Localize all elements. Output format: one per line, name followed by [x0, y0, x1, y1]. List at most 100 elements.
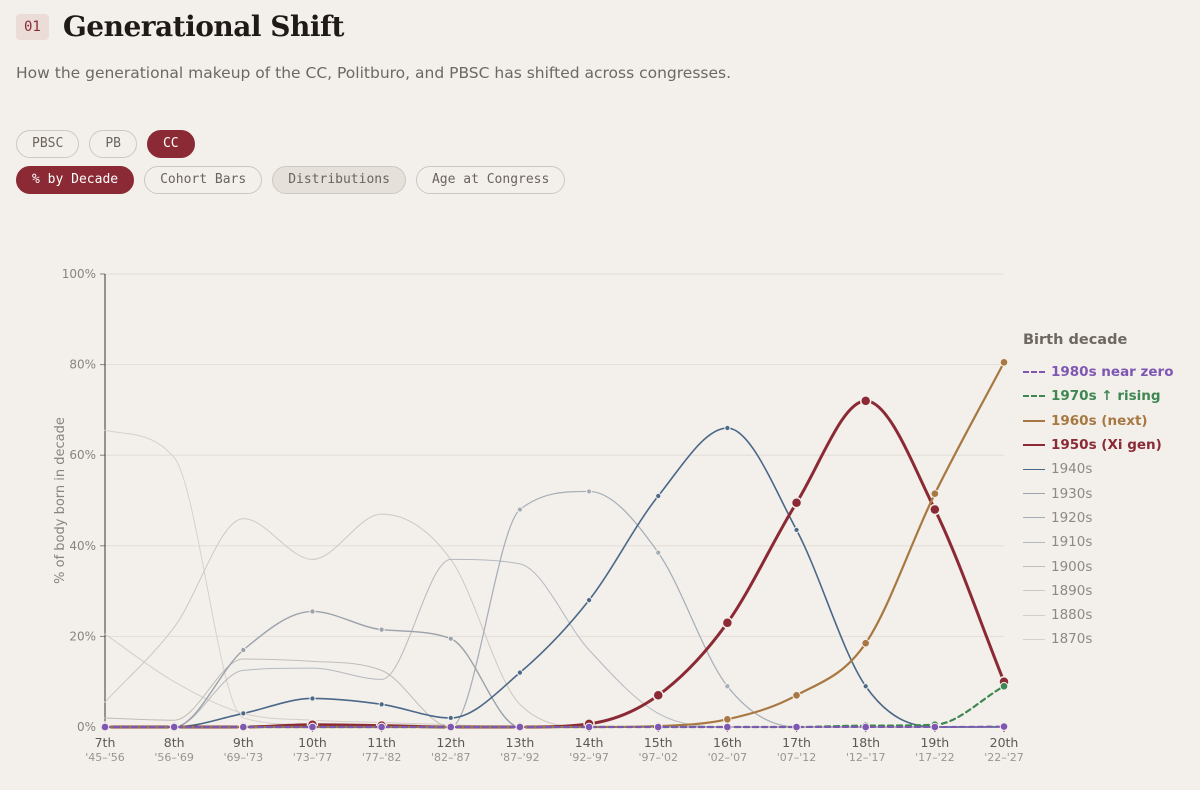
legend-swatch: [1023, 614, 1045, 616]
legend-item-1870s: 1870s: [1023, 627, 1174, 651]
legend-label: 1900s: [1051, 558, 1093, 575]
y-tick-label: 40%: [69, 539, 96, 553]
x-tick-years: '97–'02: [638, 751, 678, 764]
x-tick-years: '17–'22: [915, 751, 955, 764]
x-tick-years: '77–'82: [362, 751, 402, 764]
legend-label: 1980s near zero: [1051, 364, 1174, 381]
legend-swatch: [1023, 566, 1045, 568]
legend-item-1910s: 1910s: [1023, 530, 1174, 554]
legend-label: 1870s: [1051, 631, 1093, 648]
legend-label: 1940s: [1051, 461, 1093, 478]
data-point-1940s: [516, 669, 524, 676]
x-tick-label: 20th: [990, 735, 1019, 750]
series-line-1870s: [104, 429, 1005, 728]
x-tick-label: 17th: [782, 735, 811, 750]
legend-item-1970s: 1970s ↑ rising: [1023, 384, 1174, 408]
data-point-1950s: [859, 395, 872, 407]
birth-decade-line-chart: 0% 20% 40% 60% 80% 100% % of body born in deca…: [53, 267, 1024, 764]
x-tick-label: 14th: [575, 735, 604, 750]
section-number-badge: 01: [16, 13, 49, 40]
x-tick-label: 11th: [367, 735, 396, 750]
x-tick-label: 19th: [920, 735, 949, 750]
x-tick-years: '45–'56: [85, 751, 125, 764]
legend-swatch: [1023, 468, 1045, 470]
data-point-1980s: [169, 722, 179, 732]
data-point-1920s: [585, 488, 593, 495]
x-tick-years: '73–'77: [293, 751, 333, 764]
x-tick-years: '56–'69: [154, 751, 194, 764]
data-point-1980s: [653, 722, 663, 732]
data-point-1940s: [585, 597, 593, 604]
legend-label: 1890s: [1051, 582, 1093, 599]
tab-pct-by-decade[interactable]: % by Decade: [16, 166, 135, 194]
legend-swatch: [1023, 493, 1045, 495]
series-line-1900s: [104, 658, 1005, 728]
legend-swatch: [1023, 541, 1045, 543]
legend-item-1940s: 1940s: [1023, 457, 1174, 481]
data-point-1980s: [377, 722, 386, 732]
x-tick-label: 12th: [436, 735, 465, 750]
series-line-1950s: [103, 399, 1006, 729]
legend-item-1960s: 1960s (next): [1023, 409, 1174, 433]
x-tick-years: '69–'73: [224, 751, 264, 764]
legend-label: 1880s: [1051, 607, 1093, 624]
legend-swatch: [1023, 444, 1045, 447]
filter-pb-button[interactable]: PB: [89, 130, 137, 158]
x-tick-years: '02–'07: [708, 751, 748, 764]
series-line-1970s: [103, 685, 1006, 729]
tab-distributions[interactable]: Distributions: [272, 166, 406, 194]
legend-swatch: [1023, 517, 1045, 519]
y-axis-label: % of body born in decade: [53, 417, 68, 584]
section-header: 01 Generational Shift: [16, 10, 344, 43]
tab-cohort-bars[interactable]: Cohort Bars: [144, 166, 263, 194]
legend-label: 1950s (Xi gen): [1051, 437, 1162, 454]
x-tick-years: '92–'97: [569, 751, 609, 764]
data-point-1920s: [724, 683, 731, 690]
data-point-1940s: [447, 714, 454, 722]
x-tick-label: 7th: [95, 735, 116, 750]
data-point-1920s: [655, 549, 662, 556]
data-point-1920s: [516, 506, 524, 513]
x-tick-label: 13th: [506, 735, 535, 750]
x-tick-label: 9th: [233, 735, 254, 750]
data-point-1940s: [862, 683, 869, 690]
legend-swatch: [1023, 638, 1045, 640]
x-tick-years: '82–'87: [431, 751, 471, 764]
x-tick-years: '12–'17: [846, 751, 886, 764]
x-tick-years: '87–'92: [500, 751, 540, 764]
filter-cc-button[interactable]: CC: [146, 130, 195, 158]
page-title: Generational Shift: [62, 10, 345, 43]
filter-pbsc-button[interactable]: PBSC: [16, 130, 80, 158]
series-line-1880s: [104, 633, 1005, 728]
data-point-1970s: [999, 681, 1009, 691]
x-tick-years: '22–'27: [984, 751, 1024, 764]
data-point-1980s: [584, 722, 594, 732]
legend-label: 1970s ↑ rising: [1051, 388, 1161, 405]
view-tab-group: % by Decade Cohort Bars Distributions Ag…: [16, 166, 566, 194]
series-line-1940s: [104, 427, 1005, 728]
x-tick-label: 10th: [298, 735, 327, 750]
legend-item-1950s: 1950s (Xi gen): [1023, 433, 1174, 457]
legend-item-1900s: 1900s: [1023, 554, 1174, 578]
data-point-1980s: [308, 722, 317, 732]
y-tick-label: 20%: [69, 629, 96, 643]
data-point-1930s: [378, 626, 385, 633]
legend-label: 1960s (next): [1051, 412, 1148, 429]
page-subtitle: How the generational makeup of the CC, P…: [16, 64, 732, 82]
chart-legend: Birth decade 1980s near zero 1970s ↑ risi…: [1023, 332, 1174, 652]
data-point-1950s: [652, 689, 664, 702]
data-point-1980s: [792, 722, 801, 732]
data-point-1960s: [930, 489, 940, 499]
legend-item-1880s: 1880s: [1023, 603, 1174, 627]
y-tick-label: 80%: [69, 358, 96, 372]
legend-item-1920s: 1920s: [1023, 506, 1174, 530]
legend-item-1890s: 1890s: [1023, 579, 1174, 603]
x-tick-label: 16th: [713, 735, 742, 750]
legend-swatch: [1023, 371, 1045, 374]
y-tick-label: 0%: [77, 720, 96, 734]
legend-swatch: [1023, 395, 1045, 398]
tab-age-at-congress[interactable]: Age at Congress: [415, 166, 566, 194]
data-point-1980s: [999, 722, 1009, 731]
x-tick-label: 8th: [164, 735, 185, 750]
data-point-1980s: [100, 722, 110, 732]
